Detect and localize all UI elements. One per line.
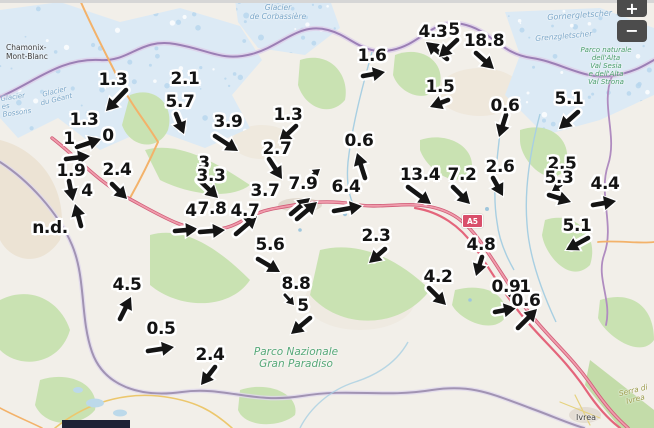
measurement-arrow: [107, 179, 129, 201]
measurement-arrow: [61, 176, 80, 204]
top-edge-strip: [0, 0, 654, 3]
measurement-arrow: [115, 295, 134, 324]
measurement-arrow: [61, 148, 93, 167]
measurement-arrow: [195, 221, 228, 241]
measurement-arrow: [471, 252, 489, 279]
zoom-control: + −: [617, 0, 647, 42]
motorway-a5-badge: A5: [462, 214, 483, 228]
measurement-arrow: [104, 85, 131, 113]
measurement-arrow: [72, 134, 104, 153]
zoom-out-button[interactable]: −: [617, 20, 647, 42]
measurement-arrow: [264, 154, 284, 181]
measurement-arrow: [494, 110, 513, 140]
measurement-arrow: [513, 307, 539, 333]
measurement-arrow: [289, 313, 315, 336]
zoom-in-button[interactable]: +: [617, 0, 647, 17]
measurement-arrow: [448, 182, 472, 206]
measurement-arrow: [437, 35, 462, 59]
measurement-arrow: [352, 150, 371, 183]
measurement-arrow: [490, 301, 519, 320]
measurement-arrow: [199, 362, 220, 387]
measurement-arrow: [564, 233, 593, 252]
measurement-arrow: [170, 221, 201, 240]
measurement-arrow: [358, 65, 388, 84]
measurement-arrow: [471, 48, 496, 71]
measurement-arrow: [231, 214, 259, 239]
measurement-arrow: [427, 93, 453, 111]
measurement-arrow: [292, 200, 319, 224]
measurement-arrow: [367, 244, 390, 265]
measurement-arrow: [424, 283, 448, 307]
measurement-arrow: [550, 180, 564, 193]
bottom-dark-bar: [62, 420, 130, 428]
measurement-arrow: [544, 188, 574, 207]
measurement-arrow: [253, 254, 282, 274]
measurement-arrow: [403, 182, 433, 206]
measurement-arrow: [488, 173, 505, 198]
measurement-arrow: [277, 121, 301, 144]
measurement-arrow: [307, 167, 322, 180]
measurement-arrow: [69, 201, 88, 231]
measurement-arrow: [143, 340, 177, 359]
measurement-arrow: [588, 194, 619, 213]
measurement-arrow: [210, 131, 240, 153]
measurement-arrow: [505, 287, 519, 304]
measurement-arrow: [557, 107, 583, 131]
measurement-arrow: [170, 109, 188, 137]
measurement-arrow: [194, 175, 220, 200]
measurement-arrow: [329, 199, 365, 218]
measurement-arrow: [282, 292, 296, 307]
